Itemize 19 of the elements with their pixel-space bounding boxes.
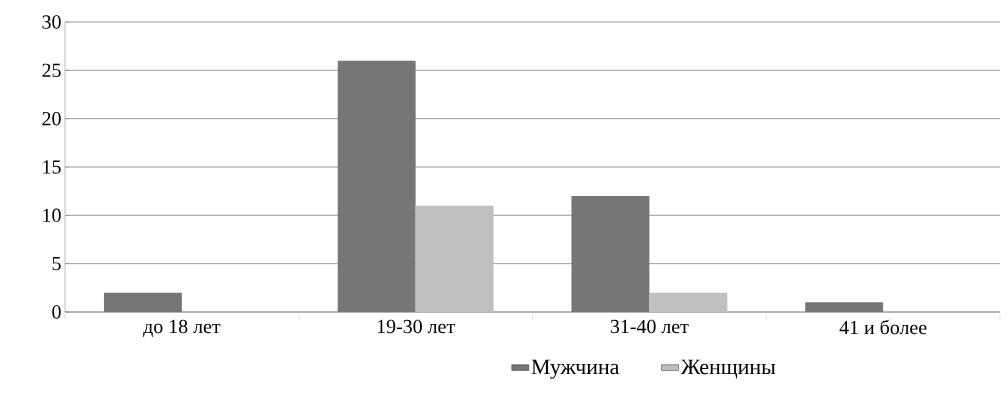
y-tick-label: 15 (43, 160, 61, 174)
x-tick-label: 31-40 лет (610, 319, 689, 334)
y-tick-label: 10 (43, 208, 61, 223)
bar (805, 302, 884, 312)
y-tick-label: 5 (52, 257, 61, 271)
y-tick-label: 0 (52, 305, 61, 319)
bar (337, 60, 416, 312)
bar (103, 292, 182, 312)
y-tick-label: 30 (42, 15, 61, 29)
y-tick-label: 20 (42, 111, 61, 126)
bar (649, 292, 728, 312)
bar (415, 205, 494, 312)
x-tick-label: 41 и более (839, 319, 927, 335)
x-tick-label: до 18 лет (143, 319, 221, 337)
bar (571, 196, 650, 312)
x-tick-label: 19-30 лет (377, 319, 455, 334)
legend-label: Мужчина (531, 359, 620, 379)
legend-label: Женщины (680, 359, 776, 379)
y-tick-label: 25 (42, 63, 61, 78)
